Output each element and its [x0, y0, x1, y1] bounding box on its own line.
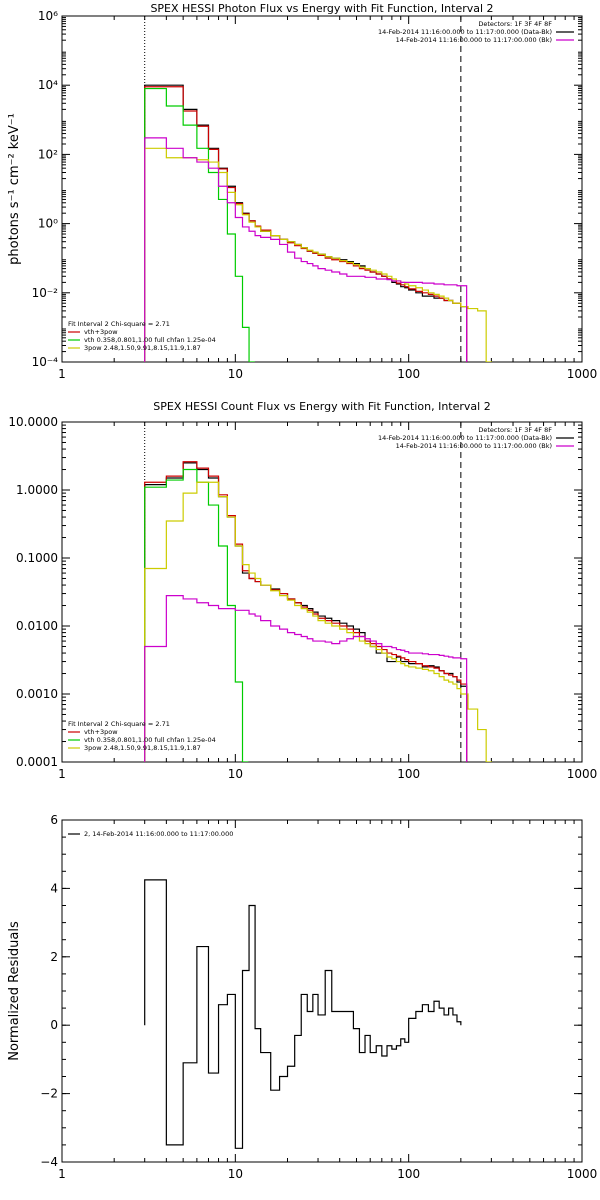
y-axis-label: photons s⁻¹ cm⁻² keV⁻¹	[7, 113, 22, 265]
y-tick-label: 10⁰	[38, 217, 58, 231]
y-tick-label: 6	[50, 813, 58, 827]
series-line-data-bk	[144, 462, 468, 762]
series-line-vth-3pow	[144, 461, 468, 762]
legend-entry: 14-Feb-2014 11:16:00.000 to 11:17:00.000…	[396, 36, 552, 44]
y-tick-label: −2	[40, 1087, 58, 1101]
fit-legend-entry: vth+3pow	[84, 328, 118, 336]
legend-entry: 14-Feb-2014 11:16:00.000 to 11:17:00.000…	[378, 434, 552, 442]
y-tick-label: 10⁶	[38, 9, 58, 23]
plot-frame	[61, 421, 583, 763]
series-line-data-bk	[144, 84, 468, 362]
chart-panel-2	[61, 421, 583, 763]
fit-legend-entry: vth 0.358,0.801,1.00 full chfan 1.25e-04	[84, 336, 216, 344]
y-tick-label: −4	[40, 1155, 58, 1169]
x-tick-label: 100	[397, 1167, 420, 1181]
plot-frame	[61, 819, 583, 1163]
x-tick-label: 1000	[567, 767, 598, 781]
y-tick-label: 4	[50, 881, 58, 895]
y-tick-label: 10⁻⁴	[32, 355, 59, 369]
plot-frame	[61, 15, 583, 363]
y-tick-label: 10⁻²	[32, 286, 59, 300]
x-tick-label: 100	[397, 367, 420, 381]
fit-legend-entry: 3pow 2.48,1.50,9.91,8.15,11.9,1.87	[84, 344, 201, 352]
legend-entry: 2, 14-Feb-2014 11:16:00.000 to 11:17:00.…	[84, 830, 233, 838]
legend-entry: 14-Feb-2014 11:16:00.000 to 11:17:00.000…	[396, 442, 552, 450]
series-line-2-14-feb-2014-11-16-00-000-to-11-17-00-000	[144, 879, 462, 1149]
chart-panel-3	[61, 819, 583, 1163]
y-tick-label: 0	[50, 1018, 58, 1032]
y-tick-label: 0.0100	[16, 619, 58, 633]
series-line-3pow	[144, 147, 492, 362]
chart-title: SPEX HESSI Photon Flux vs Energy with Fi…	[150, 2, 493, 15]
y-tick-label: 0.0001	[16, 755, 58, 769]
y-tick-label: 0.0010	[16, 687, 58, 701]
fit-legend-entry: Fit Interval 2 Chi-square = 2.71	[68, 720, 170, 728]
fit-legend-entry: 3pow 2.48,1.50,9.91,8.15,11.9,1.87	[84, 744, 201, 752]
y-tick-label: 10²	[38, 147, 58, 161]
series-line-bk	[144, 594, 468, 762]
series-line-bk	[144, 137, 468, 362]
x-tick-label: 1000	[567, 367, 598, 381]
series-line-vth-3pow	[144, 86, 468, 362]
legend-entry: Detectors: 1F 3F 4F 8F	[478, 20, 552, 28]
x-tick-label: 1000	[567, 1167, 598, 1181]
x-tick-label: 1	[58, 367, 66, 381]
x-tick-label: 10	[228, 767, 243, 781]
fit-legend-entry: Fit Interval 2 Chi-square = 2.71	[68, 320, 170, 328]
series-line-3pow	[144, 481, 492, 762]
x-tick-label: 10	[228, 1167, 243, 1181]
x-tick-label: 1	[58, 1167, 66, 1181]
legend-entry: 14-Feb-2014 11:16:00.000 to 11:17:00.000…	[378, 28, 552, 36]
chart-title: SPEX HESSI Count Flux vs Energy with Fit…	[153, 400, 490, 413]
y-tick-label: 1.0000	[16, 483, 58, 497]
fit-legend-entry: vth 0.358,0.801,1.00 full chfan 1.25e-04	[84, 736, 216, 744]
x-tick-label: 100	[397, 767, 420, 781]
x-tick-label: 1	[58, 767, 66, 781]
series-line-vth	[144, 468, 249, 762]
fit-legend-entry: vth+3pow	[84, 728, 118, 736]
legend-entry: Detectors: 1F 3F 4F 8F	[478, 426, 552, 434]
x-tick-label: 10	[228, 367, 243, 381]
chart-panel-1	[61, 15, 583, 363]
y-tick-label: 0.1000	[16, 551, 58, 565]
y-tick-label: 10.0000	[8, 415, 58, 429]
y-tick-label: 2	[50, 950, 58, 964]
y-axis-label: Normalized Residuals	[7, 921, 22, 1061]
y-tick-label: 10⁴	[38, 78, 58, 92]
